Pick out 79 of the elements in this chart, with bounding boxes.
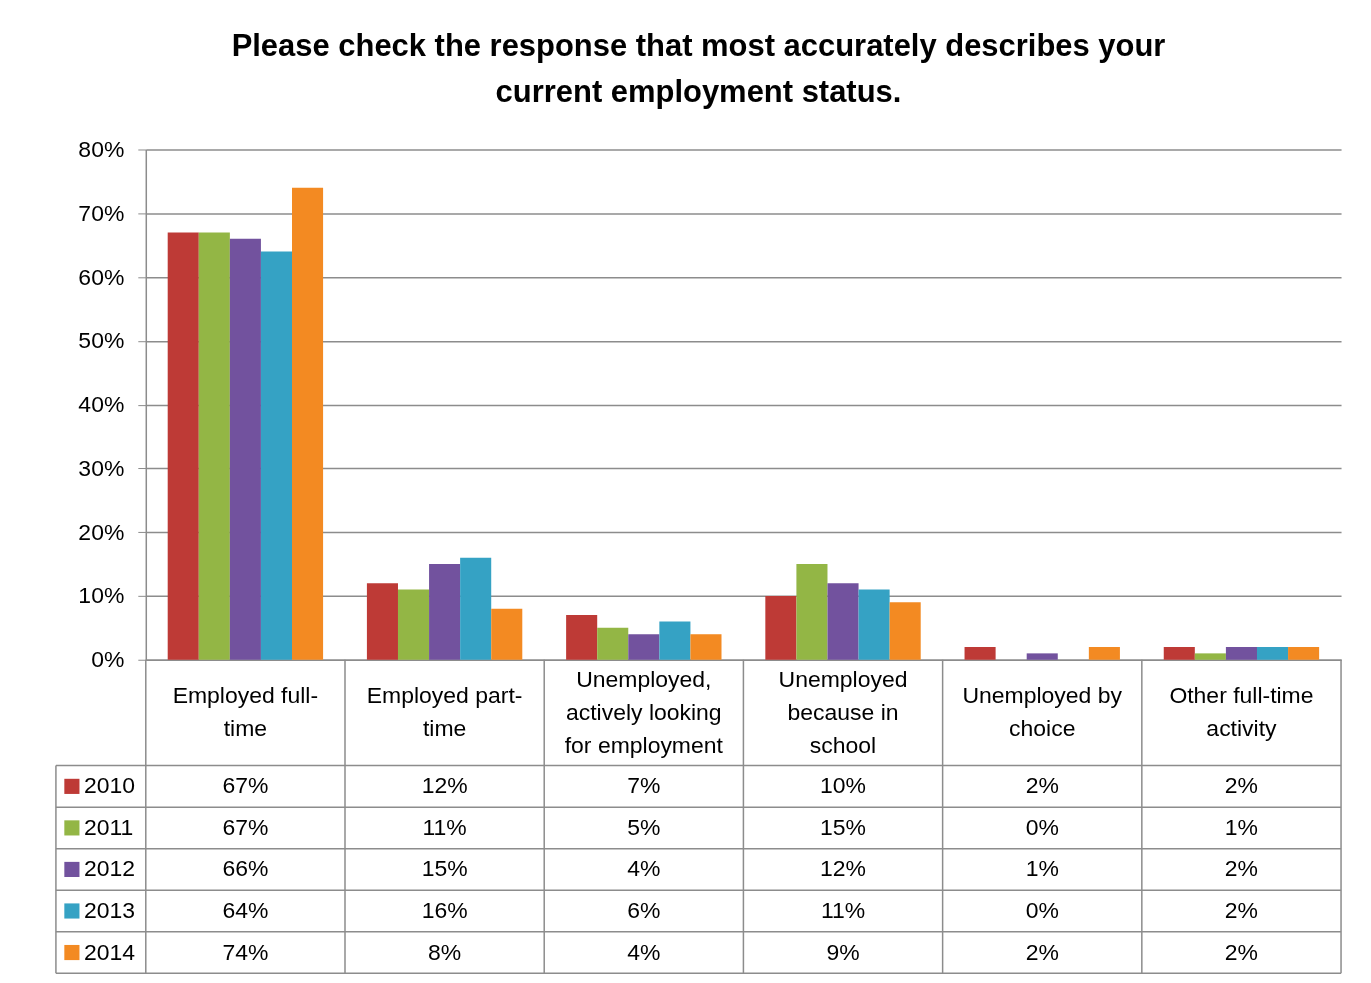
bar xyxy=(491,608,523,660)
data-label: 2% xyxy=(1224,772,1259,799)
bar xyxy=(292,187,324,660)
bar xyxy=(1256,646,1289,660)
bar xyxy=(167,232,199,660)
chart-title: Please check the response that most accurately describes your current employment status. xyxy=(231,27,1166,109)
bar xyxy=(566,615,598,660)
data-label: 12% xyxy=(820,855,866,882)
bar xyxy=(260,251,293,660)
data-label: 2% xyxy=(1025,772,1059,799)
data-label: 15% xyxy=(421,855,468,882)
y-tick-label: 70% xyxy=(78,199,125,226)
bar xyxy=(229,238,261,660)
data-label: 4% xyxy=(627,855,661,882)
data-label: 0% xyxy=(1025,896,1059,923)
data-label: 1% xyxy=(1224,813,1259,840)
data-label: 11% xyxy=(820,896,866,923)
data-label: 66% xyxy=(222,855,269,882)
data-label: 2% xyxy=(1224,938,1259,965)
legend-label: 2011 xyxy=(83,813,134,840)
data-label: 7% xyxy=(627,772,661,799)
bar xyxy=(429,564,461,660)
bar xyxy=(1288,646,1320,660)
x-tick-label: Employed full-time xyxy=(172,682,319,742)
bar xyxy=(858,589,890,660)
bar xyxy=(889,602,921,660)
data-label: 9% xyxy=(826,938,860,965)
data-label: 4% xyxy=(627,938,661,965)
y-tick-label: 30% xyxy=(78,454,125,481)
bar xyxy=(690,634,722,660)
bar xyxy=(198,232,230,660)
data-label: 2% xyxy=(1224,896,1259,923)
legend-label: 2012 xyxy=(83,855,135,882)
data-label: 64% xyxy=(222,896,269,923)
bar xyxy=(366,583,398,660)
y-tick-label: 40% xyxy=(78,391,125,418)
data-label: 1% xyxy=(1025,855,1059,882)
x-tick-label: Employed part-time xyxy=(366,682,523,742)
data-label: 10% xyxy=(820,772,866,799)
data-label: 6% xyxy=(627,896,661,923)
y-tick-label: 20% xyxy=(78,518,125,545)
data-label: 74% xyxy=(222,938,269,965)
bar xyxy=(597,627,629,660)
bar xyxy=(964,646,996,660)
bar xyxy=(765,595,797,660)
y-tick-label: 10% xyxy=(78,582,125,609)
data-label: 16% xyxy=(421,896,468,923)
y-tick-label: 50% xyxy=(78,327,125,354)
y-tick-label: 0% xyxy=(91,646,125,673)
data-label: 0% xyxy=(1025,813,1059,840)
y-tick-label: 80% xyxy=(78,135,125,162)
bar xyxy=(1194,653,1226,660)
legend-label: 2013 xyxy=(83,896,135,923)
x-tick-label: Unemployed by choice xyxy=(962,682,1123,742)
data-label: 8% xyxy=(428,938,462,965)
x-tick-label: Unemployed because in school xyxy=(778,665,908,758)
legend-label: 2010 xyxy=(83,772,135,799)
legend-label: 2014 xyxy=(83,938,136,965)
bar xyxy=(1163,646,1195,660)
data-label: 67% xyxy=(222,813,269,840)
bar xyxy=(1026,653,1058,660)
bar xyxy=(460,557,492,660)
data-label: 2% xyxy=(1224,855,1259,882)
data-label: 2% xyxy=(1025,938,1059,965)
bar xyxy=(397,589,430,660)
bar xyxy=(628,634,660,660)
bar xyxy=(1088,646,1120,660)
x-tick-label: Unemployed, actively looking for employment xyxy=(564,665,724,758)
data-label: 67% xyxy=(222,772,269,799)
bar xyxy=(659,621,691,660)
data-label: 15% xyxy=(820,813,866,840)
bar xyxy=(827,583,859,660)
data-label: 11% xyxy=(422,813,467,840)
data-label: 5% xyxy=(627,813,661,840)
y-tick-label: 60% xyxy=(78,263,125,290)
x-tick-label: Other full-time activity xyxy=(1169,682,1314,742)
bar xyxy=(796,564,828,660)
data-label: 12% xyxy=(421,772,468,799)
bar xyxy=(1225,646,1257,660)
